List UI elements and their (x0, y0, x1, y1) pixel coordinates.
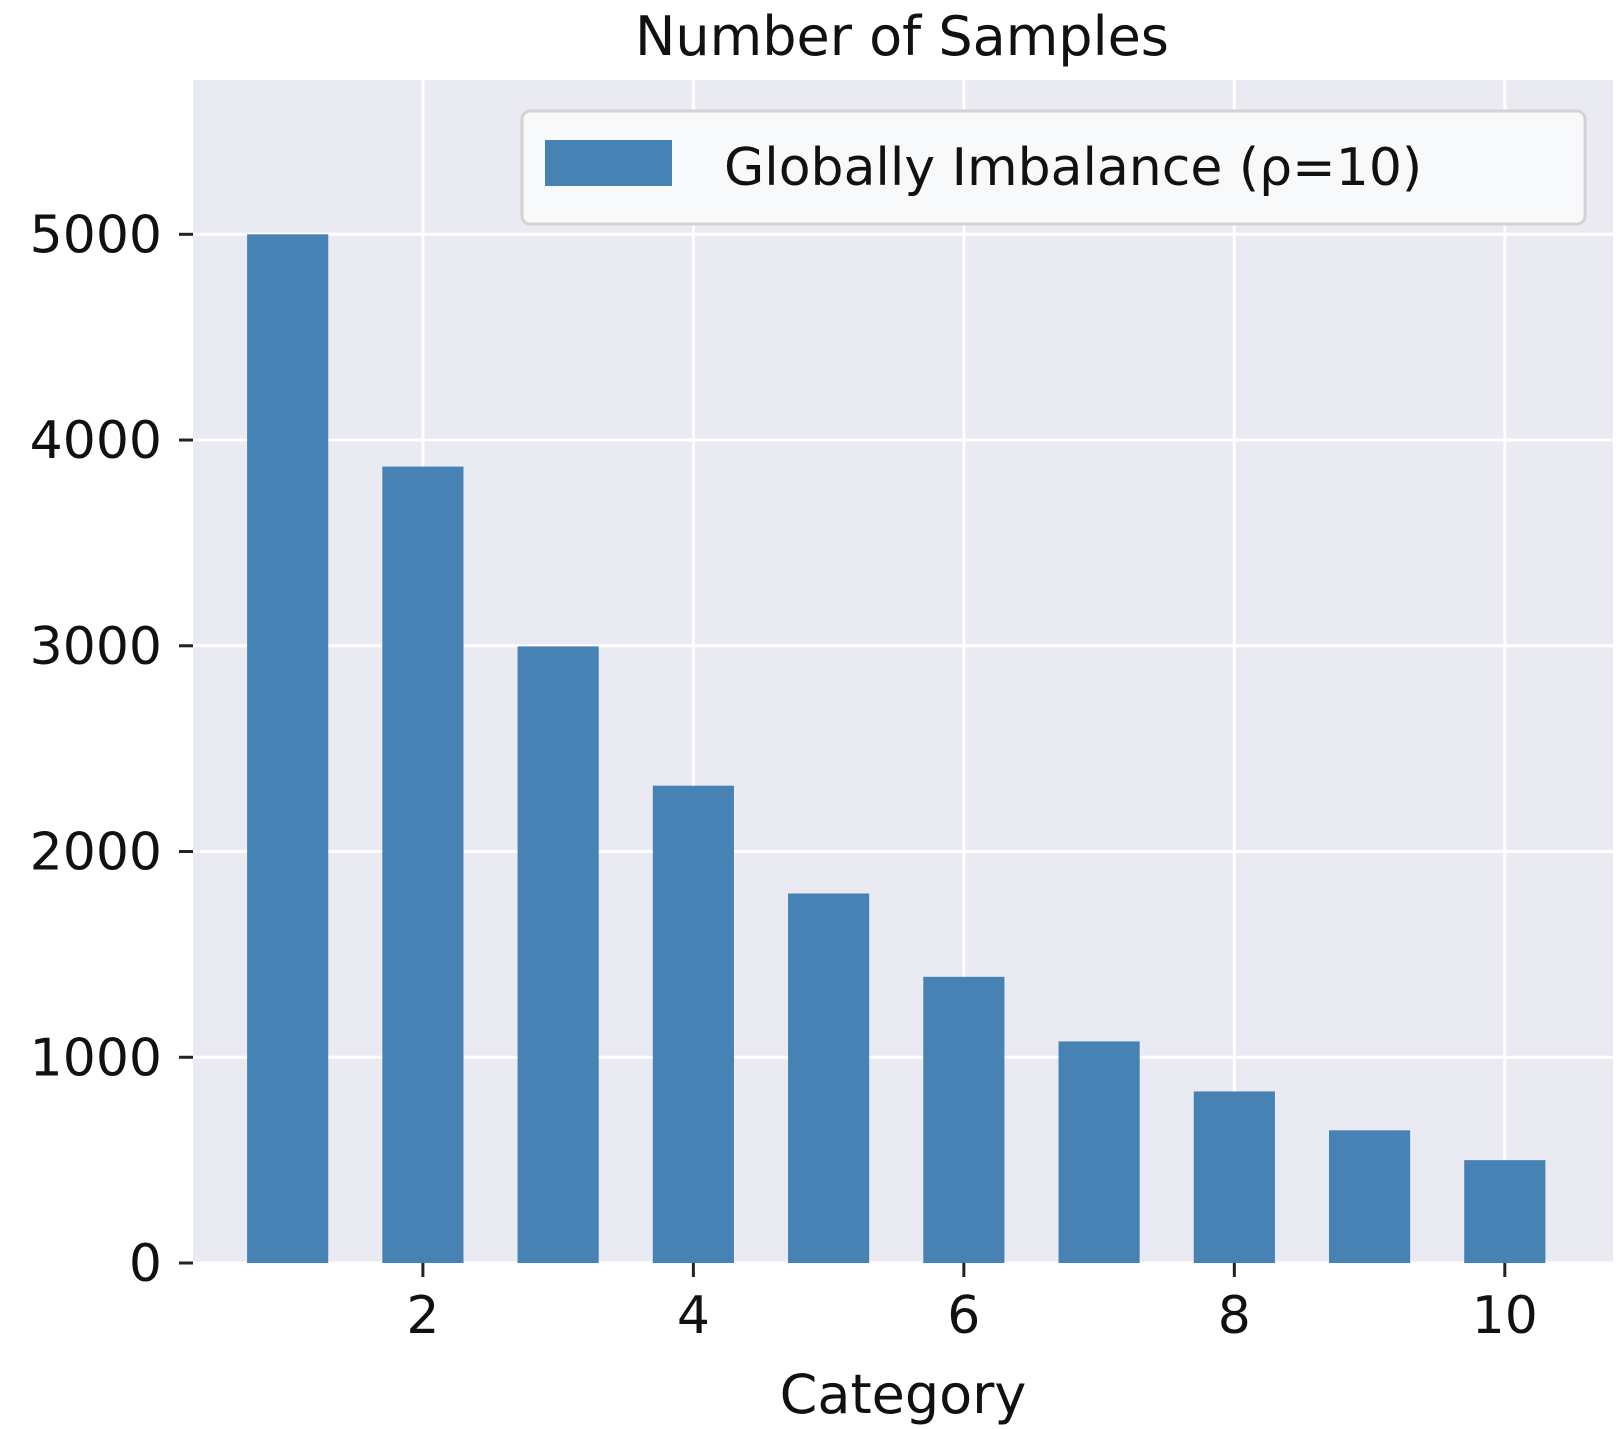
legend-swatch (545, 140, 672, 186)
bar-category-3 (517, 646, 599, 1263)
bar-category-6 (923, 976, 1005, 1263)
x-tick-label: 6 (947, 1286, 980, 1346)
y-tick-label: 5000 (30, 205, 162, 265)
y-tick-label: 0 (129, 1234, 162, 1294)
bar-category-4 (652, 785, 734, 1263)
y-tick-label: 2000 (30, 823, 162, 883)
bar-category-10 (1464, 1160, 1546, 1263)
bar-category-5 (788, 893, 870, 1263)
x-tick-label: 8 (1218, 1286, 1251, 1346)
bars (247, 234, 1546, 1264)
x-axis-label: Category (780, 1363, 1027, 1426)
bar-category-9 (1329, 1130, 1411, 1263)
y-axis: 0 1000 2000 3000 4000 5000 (30, 205, 193, 1294)
x-tick-label: 2 (406, 1286, 439, 1346)
legend: Globally Imbalance (ρ=10) (520, 109, 1587, 226)
x-tick-label: 10 (1472, 1286, 1538, 1346)
y-tick-label: 3000 (30, 617, 162, 677)
x-tick-label: 4 (677, 1286, 710, 1346)
legend-box (520, 109, 1587, 226)
bar-category-1 (247, 234, 329, 1264)
bar-category-8 (1193, 1091, 1275, 1263)
x-axis: 2 4 6 8 10 (406, 1263, 1538, 1346)
bar-category-7 (1058, 1041, 1140, 1263)
y-tick-label: 4000 (30, 411, 162, 471)
legend-label: Globally Imbalance (ρ=10) (724, 138, 1422, 198)
bar-category-2 (382, 466, 464, 1263)
chart-title: Number of Samples (635, 5, 1169, 68)
y-tick-label: 1000 (30, 1028, 162, 1088)
